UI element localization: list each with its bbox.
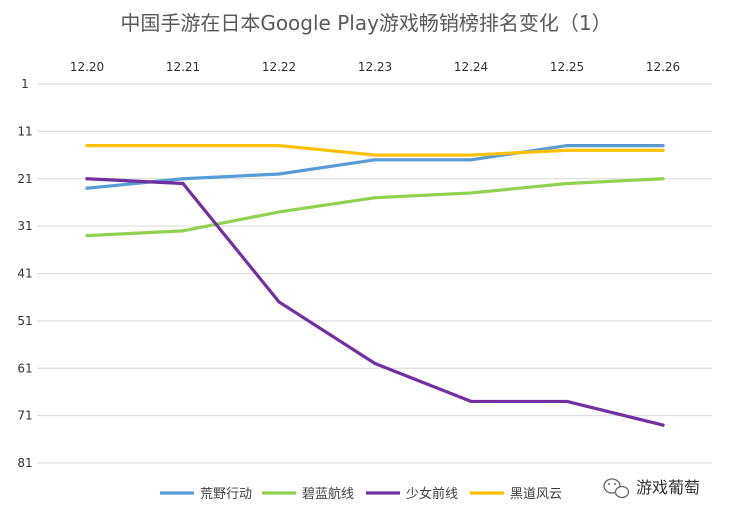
- data-point: [85, 143, 89, 148]
- legend: 荒野行动 碧蓝航线 少女前线 黑道风云: [160, 486, 562, 502]
- data-point: [469, 158, 473, 162]
- x-axis-tick-labels: 12.20 12.21 12.22 12.23 12.24 12.25 12.26: [70, 60, 680, 74]
- legend-label-3: 黑道风云: [510, 487, 562, 502]
- data-point: [373, 158, 377, 162]
- x-tick-label: 12.26: [646, 60, 680, 74]
- data-point: [565, 399, 569, 404]
- data-point: [85, 234, 89, 238]
- data-point: [181, 229, 185, 233]
- y-tick-label: 61: [17, 361, 32, 375]
- chart-title: 中国手游在日本Google Play游戏畅销榜排名变化（1）: [120, 11, 611, 35]
- y-tick-label: 11: [17, 124, 32, 138]
- x-tick-label: 12.20: [70, 60, 104, 74]
- y-tick-label: 81: [17, 456, 32, 470]
- legend-label-2: 少女前线: [406, 486, 458, 502]
- y-tick-label: 1: [21, 77, 29, 91]
- x-tick-label: 12.25: [550, 60, 584, 74]
- data-point: [565, 181, 569, 186]
- legend-label-1: 碧蓝航线: [302, 486, 354, 502]
- data-point: [85, 186, 89, 190]
- watermark-text: 游戏葡萄: [636, 478, 700, 497]
- x-tick-label: 12.21: [166, 60, 200, 74]
- data-point: [277, 172, 281, 176]
- x-tick-label: 12.24: [454, 60, 488, 74]
- wechat-icon: [603, 478, 630, 499]
- data-point: [277, 300, 281, 304]
- data-point: [181, 181, 185, 186]
- data-point: [277, 210, 281, 214]
- data-point: [661, 148, 665, 152]
- y-tick-label: 51: [17, 314, 32, 328]
- watermark: 游戏葡萄: [603, 478, 700, 499]
- gridlines: [37, 83, 712, 464]
- y-tick-label: 41: [17, 267, 32, 281]
- data-point: [181, 143, 185, 148]
- data-point: [181, 177, 185, 181]
- data-point: [373, 361, 377, 366]
- y-tick-label: 21: [17, 172, 32, 186]
- legend-label-0: 荒野行动: [200, 487, 252, 502]
- x-tick-label: 12.23: [358, 60, 392, 74]
- data-point: [373, 153, 377, 157]
- y-tick-label: 71: [17, 409, 32, 423]
- data-point: [373, 196, 377, 200]
- data-point: [469, 153, 473, 157]
- data-point: [277, 143, 281, 148]
- data-point: [661, 177, 665, 181]
- data-point: [565, 143, 569, 148]
- data-point: [661, 143, 665, 148]
- x-tick-label: 12.22: [262, 60, 296, 74]
- y-tick-label: 31: [17, 219, 32, 233]
- data-point: [565, 148, 569, 152]
- data-point: [85, 177, 89, 181]
- data-point: [661, 423, 665, 427]
- data-point: [469, 191, 473, 195]
- data-point: [469, 399, 473, 404]
- series-lines: [85, 143, 665, 427]
